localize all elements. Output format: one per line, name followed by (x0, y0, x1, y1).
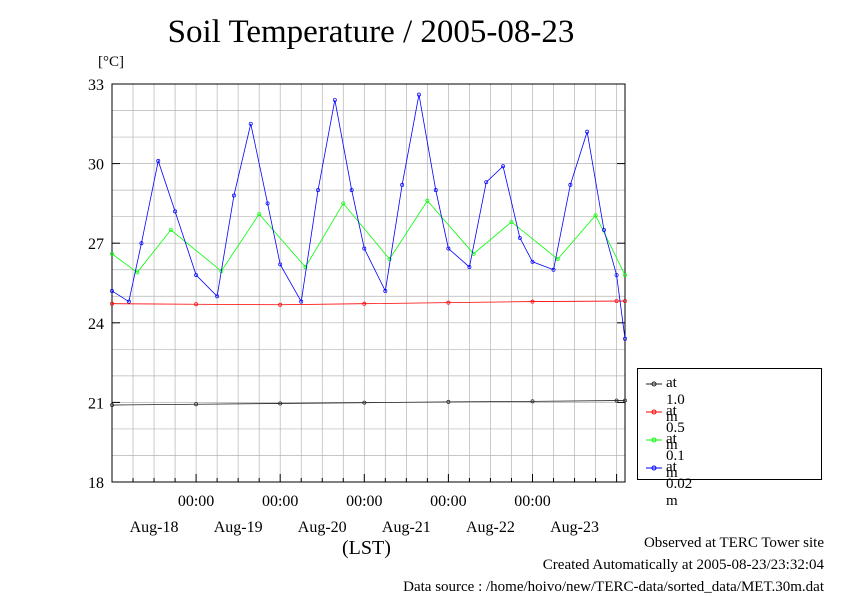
x-tick-label: 00:00 (514, 493, 550, 510)
data-point-2 (623, 273, 627, 277)
chart-title: Soil Temperature / 2005-08-23 (167, 14, 575, 50)
x-tick-label: 00:00 (346, 493, 382, 510)
data-point-1 (362, 301, 367, 306)
data-point-3 (551, 267, 556, 272)
data-point-2 (593, 213, 598, 218)
legend-label-01m: at 0.1 m (666, 431, 685, 481)
legend-label-05m: at 0.5 m (666, 403, 685, 453)
data-point-3 (231, 193, 236, 198)
data-point-1 (623, 299, 627, 303)
data-point-0 (614, 398, 619, 403)
data-point-3 (614, 273, 619, 277)
footer-created: Created Automatically at 2005-08-23/23:3… (542, 557, 824, 573)
data-point-3 (194, 273, 199, 277)
y-tick-label: 18 (88, 475, 104, 492)
legend-label-002m: at 0.02 m (666, 459, 693, 509)
data-point-0 (446, 399, 451, 404)
data-point-3 (467, 265, 472, 270)
data-point-2 (257, 212, 262, 216)
data-point-0 (530, 399, 535, 404)
legend-label-1m: at 1.0 m (666, 375, 685, 425)
data-point-1 (446, 300, 451, 305)
data-point-3 (332, 97, 337, 102)
data-point-2 (135, 270, 140, 275)
data-point-3 (278, 262, 283, 267)
y-tick-label: 24 (88, 316, 104, 333)
data-point-3 (446, 246, 451, 251)
data-point-2 (425, 198, 430, 203)
data-point-0 (110, 403, 114, 408)
plot-frame (111, 83, 626, 483)
x-axis-label: (LST) (342, 537, 391, 559)
series-line-2 (111, 200, 626, 276)
data-point-3 (139, 241, 144, 246)
data-point-3 (530, 259, 535, 264)
data-point-3 (156, 158, 161, 163)
data-point-2 (509, 220, 514, 224)
y-tick-label: 33 (88, 77, 104, 94)
y-tick-label: 21 (88, 395, 104, 412)
data-point-3 (215, 294, 220, 299)
x-day-label: Aug-23 (550, 519, 599, 536)
data-point-0 (194, 402, 199, 407)
data-point-1 (278, 302, 283, 307)
data-point-0 (623, 398, 627, 403)
data-point-3 (248, 121, 253, 126)
data-point-0 (278, 401, 283, 406)
data-point-3 (299, 299, 304, 304)
data-point-3 (417, 92, 421, 97)
footer-observed: Observed at TERC Tower site (643, 535, 824, 551)
x-tick-label: 00:00 (430, 493, 466, 510)
data-point-3 (173, 209, 178, 214)
series-line-0 (111, 400, 625, 406)
data-point-1 (614, 299, 619, 303)
data-point-2 (387, 257, 392, 262)
series-line-3 (111, 94, 626, 339)
data-point-3 (362, 246, 367, 251)
data-point-1 (530, 299, 535, 304)
data-point-1 (194, 302, 199, 307)
x-day-label: Aug-21 (382, 519, 431, 536)
data-point-3 (110, 289, 114, 293)
data-point-2 (110, 251, 114, 256)
data-point-2 (555, 257, 560, 262)
data-point-3 (585, 129, 590, 134)
data-point-3 (602, 227, 606, 232)
data-point-3 (126, 299, 131, 304)
data-point-3 (623, 336, 627, 341)
data-point-2 (303, 265, 308, 270)
data-point-3 (316, 188, 320, 193)
data-point-2 (168, 227, 173, 232)
x-day-label: Aug-19 (214, 519, 263, 536)
y-tick-label: 30 (88, 157, 104, 174)
x-tick-label: 00:00 (178, 493, 214, 510)
data-point-3 (568, 182, 573, 187)
legend: at 1.0 m at 0.5 m at 0.1 m at 0.02 m (637, 368, 822, 509)
data-point-3 (517, 235, 522, 240)
data-point-3 (484, 180, 489, 185)
x-day-label: Aug-18 (130, 519, 179, 536)
data-point-3 (265, 201, 270, 206)
y-tick-label: 27 (88, 236, 104, 253)
data-point-3 (400, 182, 405, 187)
x-tick-label: 00:00 (262, 493, 298, 510)
data-point-0 (362, 400, 367, 405)
y-axis-unit-label: [°C] (98, 54, 124, 70)
data-point-3 (501, 164, 506, 169)
x-day-label: Aug-20 (298, 519, 347, 536)
data-point-3 (349, 188, 354, 193)
x-day-label: Aug-22 (466, 519, 515, 536)
data-point-2 (341, 201, 346, 206)
data-point-3 (383, 289, 388, 293)
series-line-1 (111, 300, 625, 306)
footer-source: Data source : /home/hoivo/new/TERC-data/… (403, 579, 824, 595)
data-point-3 (433, 188, 438, 193)
data-point-1 (110, 301, 114, 306)
